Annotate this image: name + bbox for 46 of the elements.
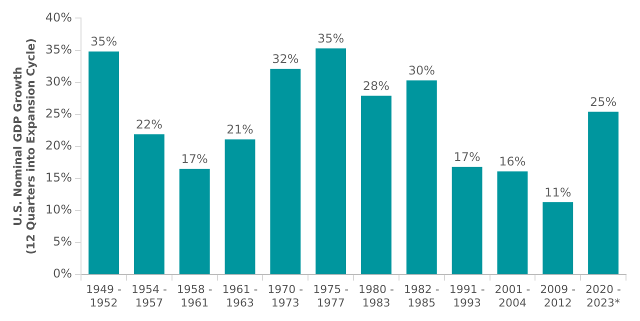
x-tick-label: 1970 - 1973 [268,283,304,310]
data-label: 35% [317,31,344,46]
data-label: 17% [181,152,208,166]
bar [452,166,482,274]
y-tick-label: 35% [45,42,72,56]
x-tick-label: 1958 - 1961 [176,283,212,310]
bar [542,202,574,274]
data-label: 11% [544,185,572,200]
x-tick-label: 1949 - 1952 [86,283,122,310]
data-label: 17% [454,150,480,164]
y-tick-label: 15% [45,170,72,185]
x-tick-label: 1961 - 1963 [222,283,258,310]
bar [224,139,256,274]
bar [497,171,528,274]
x-tick-label: 2020 - 2023* [586,283,622,310]
bar [588,112,619,274]
data-label: 22% [136,117,163,132]
x-tick-label: 1982 - 1985 [404,283,440,310]
y-tick-label: 25% [45,106,72,120]
y-tick-label: 10% [45,202,72,217]
x-tick-label: 1975 - 1977 [313,283,349,310]
data-label: 25% [590,94,617,109]
x-tick-label: 1991 - 1993 [449,283,485,310]
bar [88,52,119,274]
bar [179,168,210,274]
bar [270,68,301,274]
y-tick-label: 30% [45,74,72,88]
x-tick-label: 1980 - 1983 [358,283,394,310]
data-label: 16% [499,154,526,169]
y-tick-label: 20% [45,138,72,153]
x-tick-label: 2009 - 2012 [540,283,576,310]
x-tick-label: 2001 - 2004 [494,283,530,310]
bar [134,134,164,274]
x-tick-label: 1954 - 1957 [131,283,167,310]
bar [316,48,346,274]
y-axis-title: U.S. Nominal GDP Growth (12 Quarters into Expansion Cycle) [11,38,38,255]
y-tick-label: 40% [45,10,72,24]
data-label: 32% [272,52,299,66]
data-label: 21% [226,122,254,136]
bar [406,80,437,274]
data-label: 28% [362,78,390,93]
y-tick-label: 5% [53,234,72,249]
bar [361,96,392,274]
data-label: 30% [408,64,435,78]
y-tick-label: 0% [53,266,72,281]
data-label: 35% [90,34,118,49]
